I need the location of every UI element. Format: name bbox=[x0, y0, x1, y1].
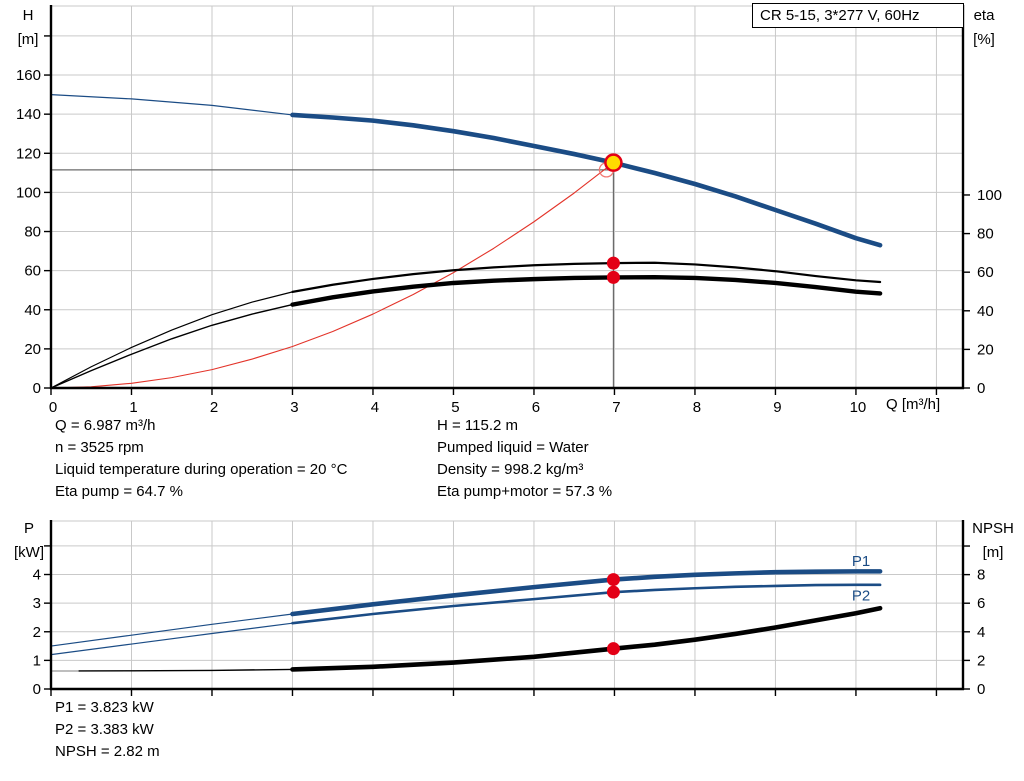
y-left-tick-label: 160 bbox=[16, 67, 41, 84]
p1-curve-label: P1 bbox=[852, 553, 870, 570]
y-left-tick-label: 1 bbox=[33, 652, 41, 669]
x-tick-label: 5 bbox=[451, 399, 459, 416]
y-left-tick-label: 0 bbox=[33, 681, 41, 698]
info-density: Density = 998.2 kg/m³ bbox=[437, 461, 584, 478]
eta-pump-point bbox=[606, 256, 620, 270]
info-pumped-liquid: Pumped liquid = Water bbox=[437, 439, 589, 456]
q-axis-label: Q [m³/h] bbox=[886, 396, 941, 413]
y-left-tick-label: 2 bbox=[33, 624, 41, 641]
y-left-tick-label: 100 bbox=[16, 184, 41, 201]
y-right-tick-label: 80 bbox=[977, 226, 994, 243]
x-tick-label: 7 bbox=[612, 399, 620, 416]
info-npsh: NPSH = 2.82 m bbox=[55, 743, 160, 760]
p2-curve-label: P2 bbox=[852, 587, 870, 604]
power-info-block: P1 = 3.823 kW P2 = 3.383 kW NPSH = 2.82 … bbox=[55, 697, 160, 763]
y-left-tick-label: 60 bbox=[24, 263, 41, 280]
duty-point[interactable] bbox=[604, 153, 623, 172]
npsh-axis-unit: [m] bbox=[982, 544, 1004, 561]
x-tick-label: 9 bbox=[773, 399, 781, 416]
x-tick-label: 4 bbox=[371, 399, 379, 416]
p-axis-unit: [kW] bbox=[14, 544, 44, 561]
x-tick-label: 8 bbox=[693, 399, 701, 416]
npsh-curve-lead bbox=[78, 668, 294, 672]
y-right-tick-label: 4 bbox=[977, 624, 985, 641]
p1-curve-lead bbox=[50, 613, 294, 647]
y-right-tick-label: 2 bbox=[977, 652, 985, 669]
h-axis-label: H [m] bbox=[7, 4, 49, 52]
info-p2: P2 = 3.383 kW bbox=[55, 721, 154, 738]
npsh-curve bbox=[290, 605, 883, 672]
x-tick-label: 3 bbox=[290, 399, 298, 416]
hq-curve-lead bbox=[50, 94, 294, 116]
y-right-tick-label: 0 bbox=[977, 380, 985, 397]
info-p1: P1 = 3.823 kW bbox=[55, 699, 154, 716]
x-tick-label: 1 bbox=[129, 399, 137, 416]
p2-point bbox=[606, 585, 620, 599]
y-left-tick-label: 20 bbox=[24, 341, 41, 358]
y-right-tick-label: 60 bbox=[977, 264, 994, 281]
y-right-tick-label: 20 bbox=[977, 341, 994, 358]
hq-curve bbox=[290, 112, 883, 248]
eta-pump-motor-curve-lead bbox=[50, 303, 294, 389]
eta-pump-curve-lead bbox=[50, 291, 294, 389]
y-left-tick-label: 140 bbox=[16, 106, 41, 123]
eta-pump-motor-curve bbox=[290, 275, 883, 307]
npsh-axis-symbol: NPSH bbox=[972, 520, 1014, 537]
info-q: Q = 6.987 m³/h bbox=[55, 417, 156, 434]
npsh-point bbox=[606, 642, 620, 656]
system-curve bbox=[50, 162, 614, 389]
y-right-tick-label: 40 bbox=[977, 303, 994, 320]
x-tick-label: 2 bbox=[210, 399, 218, 416]
h-axis-symbol: H bbox=[22, 7, 34, 24]
info-eta-pump-motor: Eta pump+motor = 57.3 % bbox=[437, 483, 613, 500]
y-right-tick-label: 6 bbox=[977, 595, 985, 612]
info-liquid-temperature: Liquid temperature during operation = 20… bbox=[55, 461, 348, 478]
duty-info-column-1: Q = 6.987 m³/h n = 3525 rpm Liquid tempe… bbox=[55, 415, 347, 503]
y-right-tick-label: 100 bbox=[977, 187, 1002, 204]
info-eta-pump: Eta pump = 64.7 % bbox=[55, 483, 183, 500]
pump-type-title: CR 5-15, 3*277 V, 60Hz bbox=[752, 3, 964, 28]
p1-point bbox=[606, 573, 620, 587]
x-tick-label: 6 bbox=[532, 399, 540, 416]
eta-axis-symbol: eta bbox=[973, 7, 995, 24]
duty-info-column-2: H = 115.2 m Pumped liquid = Water Densit… bbox=[437, 415, 612, 503]
npsh-axis-label: NPSH [m] bbox=[964, 517, 1022, 565]
x-tick-label: 10 bbox=[850, 399, 867, 416]
eta-axis-unit: [%] bbox=[973, 31, 995, 48]
p1-curve bbox=[290, 569, 883, 617]
y-left-tick-label: 40 bbox=[24, 302, 41, 319]
h-axis-unit: [m] bbox=[17, 31, 39, 48]
y-left-tick-label: 80 bbox=[24, 224, 41, 241]
y-left-tick-label: 0 bbox=[33, 380, 41, 397]
y-left-tick-label: 4 bbox=[33, 567, 41, 584]
x-tick-label: 0 bbox=[49, 399, 57, 416]
p-axis-label: P [kW] bbox=[8, 517, 50, 565]
info-h: H = 115.2 m bbox=[437, 417, 519, 434]
y-right-tick-label: 0 bbox=[977, 681, 985, 698]
p-axis-symbol: P bbox=[23, 520, 34, 537]
eta-pump-curve bbox=[291, 261, 882, 293]
y-left-tick-label: 120 bbox=[16, 145, 41, 162]
info-n: n = 3525 rpm bbox=[55, 439, 144, 456]
y-right-tick-label: 8 bbox=[977, 567, 985, 584]
p2-curve-lead bbox=[50, 622, 294, 656]
y-left-tick-label: 3 bbox=[33, 595, 41, 612]
eta-pump-motor-point bbox=[606, 270, 620, 284]
p2-curve bbox=[291, 583, 882, 625]
power-npsh-chart: 0 1 2 3 4 0 2 4 6 8 P1 P2 bbox=[33, 520, 985, 698]
eta-axis-label: eta [%] bbox=[966, 4, 1002, 52]
hq-chart: 0 1 2 3 4 5 6 7 8 9 100204060801001201401600204060… bbox=[16, 5, 1002, 416]
